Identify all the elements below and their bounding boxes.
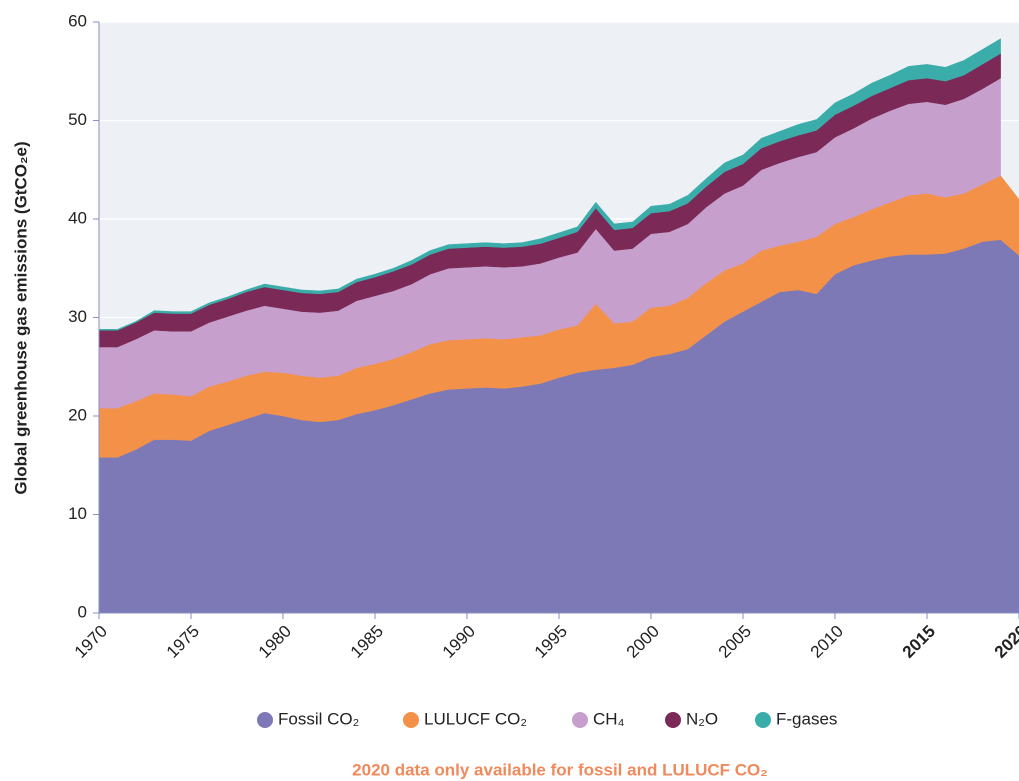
- y-tick-label: 60: [68, 11, 87, 30]
- y-tick-label: 20: [68, 405, 87, 424]
- legend-label: LULUCF CO₂: [424, 709, 527, 728]
- legend-marker: [755, 712, 771, 728]
- legend-label: N₂O: [686, 709, 718, 728]
- y-tick-label: 10: [68, 504, 87, 523]
- x-tick-label: 1975: [163, 622, 203, 662]
- legend-marker: [257, 712, 273, 728]
- legend-label: F-gases: [776, 709, 837, 728]
- x-tick-label: 2010: [807, 622, 847, 662]
- y-axis-label: Global greenhouse gas emissions (GtCO₂e): [11, 141, 30, 494]
- x-tick-label: 2020: [991, 622, 1019, 662]
- y-tick-label: 50: [68, 110, 87, 129]
- legend-marker: [572, 712, 588, 728]
- x-tick-label: 1980: [255, 622, 295, 662]
- legend-label: Fossil CO₂: [278, 709, 359, 728]
- legend-marker: [403, 712, 419, 728]
- x-tick-label: 2000: [623, 622, 663, 662]
- x-tick-label: 2005: [715, 622, 755, 662]
- x-tick-label: 1990: [439, 622, 479, 662]
- y-tick-label: 0: [78, 602, 87, 621]
- area: [98, 38, 1001, 331]
- x-tick-label: 1970: [71, 622, 111, 662]
- legend-label: CH₄: [593, 709, 625, 728]
- note: 2020 data only available for fossil and …: [352, 760, 768, 779]
- y-tick-label: 30: [68, 307, 87, 326]
- x-tick-label: 2015: [899, 622, 939, 662]
- y-tick-label: 40: [68, 208, 87, 227]
- x-tick-label: 1995: [531, 622, 571, 662]
- legend-marker: [665, 712, 681, 728]
- x-tick-label: 1985: [347, 622, 387, 662]
